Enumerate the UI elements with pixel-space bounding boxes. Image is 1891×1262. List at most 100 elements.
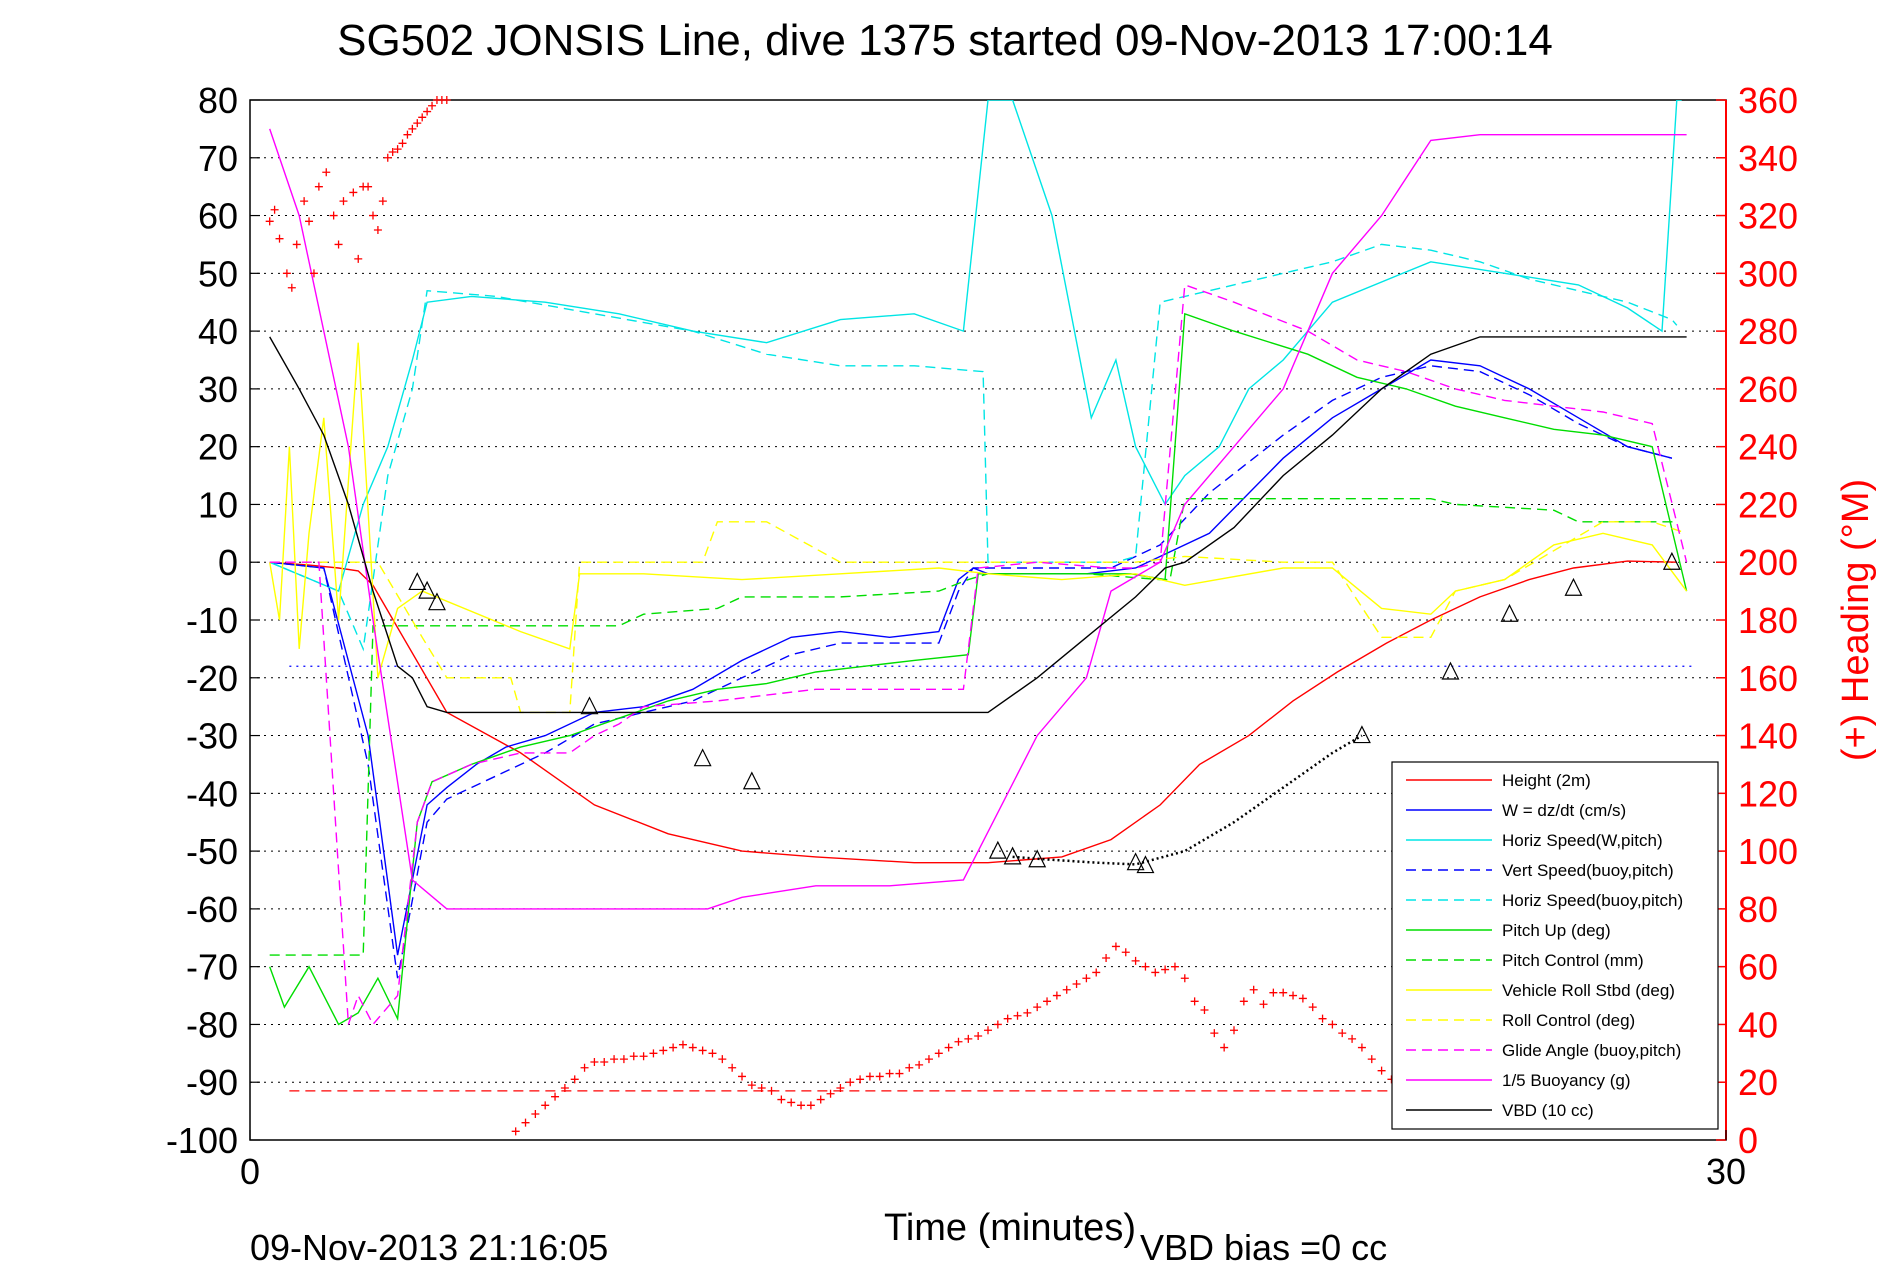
heading-point [1318, 1014, 1327, 1023]
y-tick-label: -90 [186, 1062, 238, 1103]
heading-point [1357, 1043, 1366, 1052]
heading-point [1279, 988, 1288, 997]
heading-point [1102, 954, 1111, 962]
y-right-tick-label: 100 [1738, 831, 1798, 872]
heading-point [1013, 1011, 1022, 1020]
heading-point [292, 240, 301, 249]
heading-point [1259, 1000, 1268, 1009]
heading-point [403, 130, 412, 139]
heading-point [659, 1046, 668, 1055]
heading-point [856, 1075, 865, 1084]
heading-point [349, 188, 358, 197]
y-tick-label: 80 [198, 80, 238, 121]
heading-point [757, 1084, 766, 1092]
x-axis: 0 30 [240, 1130, 1746, 1192]
series-line-8 [269, 342, 1688, 678]
y-right-tick-label: 300 [1738, 253, 1798, 294]
heading-point [551, 1092, 560, 1101]
triangle-marker [742, 771, 761, 790]
series-line-10 [269, 283, 1688, 1026]
heading-point [590, 1058, 599, 1066]
heading-point [649, 1049, 658, 1058]
y-right-tick-label: 0 [1738, 1120, 1758, 1161]
heading-point [393, 145, 402, 154]
y-tick-label: 30 [198, 369, 238, 410]
triangle-marker [408, 572, 427, 591]
legend-label-2: W = dz/dt (cm/s) [1502, 801, 1626, 820]
heading-point [885, 1069, 894, 1078]
triangle-marker [1003, 846, 1022, 865]
y-tick-label: -10 [186, 600, 238, 641]
heading-point [669, 1043, 678, 1052]
legend-label-3: Horiz Speed(W,pitch) [1502, 831, 1663, 850]
heading-point [708, 1049, 717, 1058]
heading-point [1289, 991, 1298, 1000]
heading-point [944, 1043, 953, 1052]
y-right-tick-label: 120 [1738, 773, 1798, 814]
footer-vbd-bias: VBD bias =0 cc [1140, 1227, 1387, 1262]
heading-point [1082, 974, 1091, 983]
series-line-9 [269, 521, 1687, 714]
heading-point [826, 1089, 835, 1098]
y-right-tick-label: 240 [1738, 427, 1798, 468]
heading-point [974, 1032, 983, 1040]
y-right-tick-label: 40 [1738, 1004, 1778, 1045]
heading-point [1200, 1006, 1209, 1014]
y-right-tick-label: 200 [1738, 542, 1798, 583]
heading-point [738, 1072, 746, 1081]
heading-point [1328, 1020, 1337, 1029]
heading-point [1151, 968, 1160, 977]
triangle-marker [988, 840, 1007, 859]
y-tick-label: -100 [166, 1120, 238, 1161]
y-right-tick-label: 220 [1738, 484, 1798, 525]
heading-point [698, 1046, 707, 1055]
heading-point [334, 240, 343, 249]
heading-point [629, 1052, 638, 1061]
heading-point [1062, 985, 1071, 994]
y-right-tick-label: 80 [1738, 889, 1778, 930]
heading-point [369, 211, 377, 220]
heading-point [1161, 965, 1170, 974]
heading-point [1180, 974, 1189, 983]
heading-point [322, 168, 331, 177]
heading-point [1298, 994, 1307, 1003]
triangle-marker [1352, 725, 1371, 744]
y-tick-label: -70 [186, 947, 238, 988]
heading-point [314, 182, 323, 191]
triangle-marker [1136, 855, 1155, 874]
y-right-tick-label: 20 [1738, 1062, 1778, 1103]
heading-point [275, 234, 284, 243]
series-line-11 [269, 128, 1687, 910]
heading-point [767, 1086, 776, 1095]
heading-point [954, 1037, 963, 1046]
legend-label-7: Pitch Control (mm) [1502, 951, 1644, 970]
series-line-2 [269, 359, 1673, 956]
heading-point [1249, 985, 1258, 994]
heading-point [418, 113, 427, 122]
triangle-marker [693, 748, 712, 767]
heading-point [1367, 1055, 1376, 1064]
footer-timestamp: 09-Nov-2013 21:16:05 [250, 1227, 608, 1262]
y-tick-label: 70 [198, 138, 238, 179]
heading-point [1141, 962, 1150, 971]
heading-point [787, 1098, 796, 1107]
heading-point [600, 1058, 609, 1066]
y-tick-label: -20 [186, 658, 238, 699]
heading-point [364, 182, 373, 191]
series-line-4 [269, 365, 1673, 979]
heading-point [408, 124, 417, 133]
heading-point [300, 197, 309, 206]
heading-point [639, 1052, 648, 1061]
y-tick-label: -60 [186, 889, 238, 930]
heading-point [442, 96, 451, 104]
heading-point [1072, 980, 1081, 988]
legend-label-10: Glide Angle (buoy,pitch) [1502, 1041, 1681, 1060]
heading-point [305, 217, 314, 226]
y-right-tick-label: 160 [1738, 658, 1798, 699]
y-right-tick-label: 320 [1738, 196, 1798, 237]
heading-point [865, 1072, 874, 1081]
heading-point [531, 1110, 540, 1118]
y-tick-label: 10 [198, 484, 238, 525]
height-dotted-segment [1012, 734, 1363, 866]
